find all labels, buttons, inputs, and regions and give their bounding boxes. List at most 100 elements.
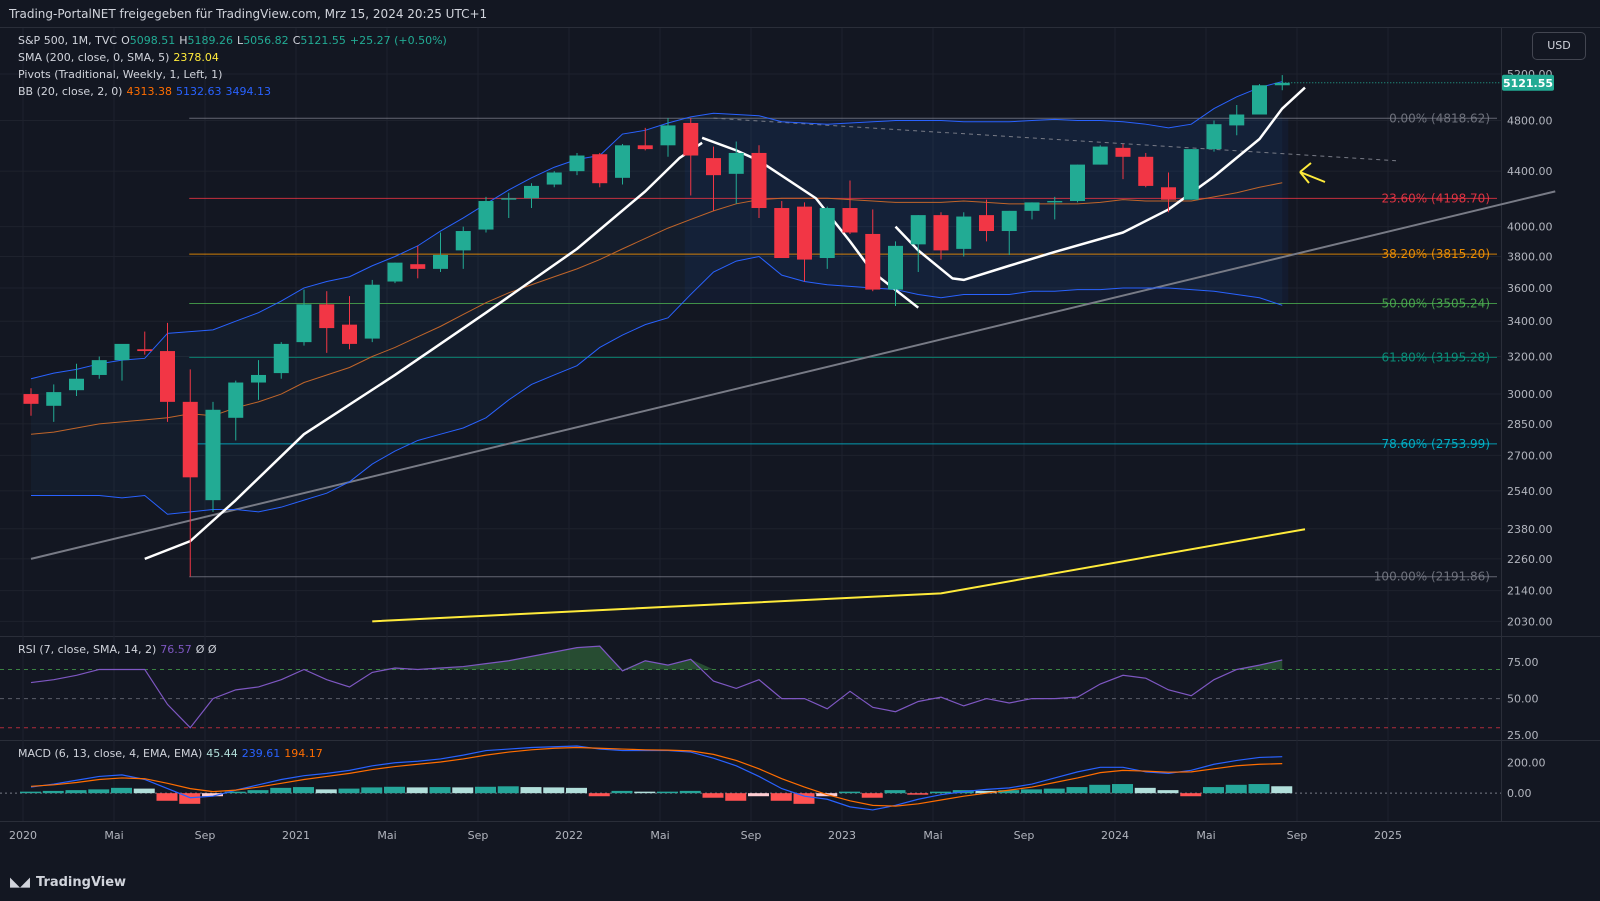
x-tick-label: Mai <box>104 829 123 842</box>
candle-body <box>319 304 335 329</box>
candle-body <box>842 208 858 233</box>
y-tick-label: 2380.00 <box>1507 523 1553 536</box>
macd-signal-line <box>30 746 1283 807</box>
legend-macd: MACD (6, 13, close, 4, EMA, EMA) 45.44 239… <box>18 747 327 760</box>
macd-hist-bar <box>1134 787 1156 794</box>
macd-hist-bar <box>20 791 41 794</box>
hand-drawn-curve <box>144 141 703 561</box>
fib-label: 78.60% (2753.99) <box>1381 437 1490 451</box>
candle-body <box>69 378 84 391</box>
macd-hist-bar <box>88 789 110 794</box>
last-price-tag <box>1502 74 1554 91</box>
macd-hist-bar <box>839 791 860 794</box>
y-tick-label: 2030.00 <box>1507 615 1553 628</box>
candle-body <box>1115 147 1131 157</box>
candle-body <box>774 208 790 259</box>
candle-body <box>114 343 130 361</box>
y-tick-label: 2700.00 <box>1507 449 1553 462</box>
macd-hist-bar <box>406 787 428 794</box>
candle-body <box>1001 210 1017 232</box>
candle-body <box>46 392 62 406</box>
macd-hist-bar <box>497 786 519 794</box>
candle-body <box>273 343 289 374</box>
candle-body <box>433 254 448 269</box>
legend-sma-value: 2378.04 <box>173 51 219 64</box>
candle-body <box>1138 156 1154 186</box>
y-tick-label: 2260.00 <box>1507 553 1553 566</box>
macd-hist-bar <box>179 793 201 804</box>
macd-hist-bar <box>452 787 474 794</box>
legend-pivots: Pivots (Traditional, Weekly, 1, Left, 1) <box>18 68 226 81</box>
macd-hist-bar <box>65 790 87 794</box>
macd-hist-bar <box>884 790 906 794</box>
legend-macd-name: MACD (6, 13, close, 4, EMA, EMA) <box>18 747 203 760</box>
x-tick-label: 2020 <box>9 829 37 842</box>
y-tick-label: 4400.00 <box>1507 165 1553 178</box>
macd-hist-bar <box>361 787 383 794</box>
macd-hist-bar <box>1043 788 1065 794</box>
candle-body <box>137 349 153 352</box>
legend-sma: SMA (200, close, 0, SMA, 5) 2378.04 <box>18 51 223 64</box>
fib-label: 23.60% (4198.70) <box>1381 191 1490 205</box>
macd-hist-bar <box>1271 786 1293 794</box>
candle-body <box>706 158 721 176</box>
legend-macd-signal: 194.17 <box>284 747 323 760</box>
macd-hist-bar <box>679 790 701 794</box>
macd-hist-bar <box>475 786 496 794</box>
legend-rsi-name: RSI (7, close, SMA, 14, 2) <box>18 643 157 656</box>
y-tick-label: 3400.00 <box>1507 315 1553 328</box>
macd-hist-bar <box>42 790 64 794</box>
sma200-line <box>372 528 1306 623</box>
x-tick-label: 2023 <box>828 829 856 842</box>
last-price-label: 5121.55 <box>1503 77 1553 90</box>
fib-label: 61.80% (3195.28) <box>1381 350 1490 364</box>
macd-hist-bar <box>725 793 747 801</box>
x-tick-label: 2025 <box>1374 829 1402 842</box>
macd-hist-bar <box>156 793 178 801</box>
macd-hist-bar <box>384 786 405 794</box>
candle-body <box>296 304 312 343</box>
y-tick-label: 4000.00 <box>1507 221 1553 234</box>
candle-body <box>888 245 903 290</box>
candle-body <box>1070 164 1085 202</box>
tradingview-brand-label: TradingView <box>36 875 127 890</box>
macd-hist-bar <box>429 787 451 794</box>
candle-body <box>364 284 380 339</box>
y-tick-label: 3000.00 <box>1507 388 1553 401</box>
tradingview-brand[interactable]: ◣◢ TradingView <box>10 875 126 890</box>
macd-hist-bar <box>1248 784 1270 794</box>
candle-body <box>1092 146 1108 165</box>
legend-bb-lower: 3494.13 <box>225 85 271 98</box>
candle-body <box>979 215 994 232</box>
macd-hist-bar <box>907 793 929 795</box>
candle-body <box>524 185 539 199</box>
candle-body <box>1161 187 1176 200</box>
legend-low-label: L <box>237 34 244 47</box>
macd-hist-bar <box>111 787 132 794</box>
y-tick-label: 2140.00 <box>1507 585 1553 598</box>
macd-hist-bar <box>611 790 633 794</box>
macd-hist-bar <box>543 787 565 794</box>
legend-close-label: C <box>292 34 301 47</box>
candle-body <box>797 206 812 260</box>
candle-body <box>1183 149 1199 200</box>
pane-separator-rsi <box>0 636 1600 637</box>
candle-body <box>1229 114 1245 126</box>
legend-macd-line: 239.61 <box>241 747 281 760</box>
candle-body <box>342 324 357 344</box>
arrow-annotation <box>1299 162 1326 184</box>
currency-button[interactable]: USD <box>1532 32 1586 60</box>
x-tick-label: Sep <box>195 829 216 842</box>
x-tick-label: Sep <box>468 829 489 842</box>
macd-hist-bar <box>770 793 792 801</box>
x-tick-label: Mai <box>650 829 669 842</box>
candle-body <box>865 233 881 290</box>
legend-close: 5121.55 <box>300 34 346 47</box>
macd-hist-bar <box>247 790 269 794</box>
hand-drawn-curve <box>894 86 1306 282</box>
candle-body <box>592 154 608 184</box>
legend-symbol-name: S&P 500, 1M, TVC <box>18 34 118 47</box>
fib-label: 50.00% (3505.24) <box>1381 296 1490 310</box>
legend-bb-upper: 5132.63 <box>175 85 222 98</box>
